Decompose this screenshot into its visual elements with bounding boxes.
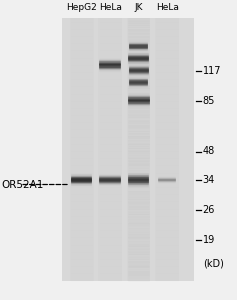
Text: 85: 85 <box>203 95 215 106</box>
Text: 34: 34 <box>203 175 215 185</box>
Text: OR52A1: OR52A1 <box>1 179 44 190</box>
Text: 48: 48 <box>203 146 215 157</box>
Bar <box>70 18 94 280</box>
Bar <box>62 18 194 280</box>
Text: HepG2: HepG2 <box>66 3 97 12</box>
Text: 117: 117 <box>203 65 221 76</box>
Text: HeLa: HeLa <box>99 3 122 12</box>
Text: 19: 19 <box>203 235 215 245</box>
Bar <box>155 18 179 280</box>
Text: 26: 26 <box>203 205 215 215</box>
Text: HeLa: HeLa <box>156 3 178 12</box>
Bar <box>127 18 150 280</box>
Text: JK: JK <box>134 3 143 12</box>
Text: (kD): (kD) <box>203 259 223 269</box>
Bar <box>98 18 122 280</box>
